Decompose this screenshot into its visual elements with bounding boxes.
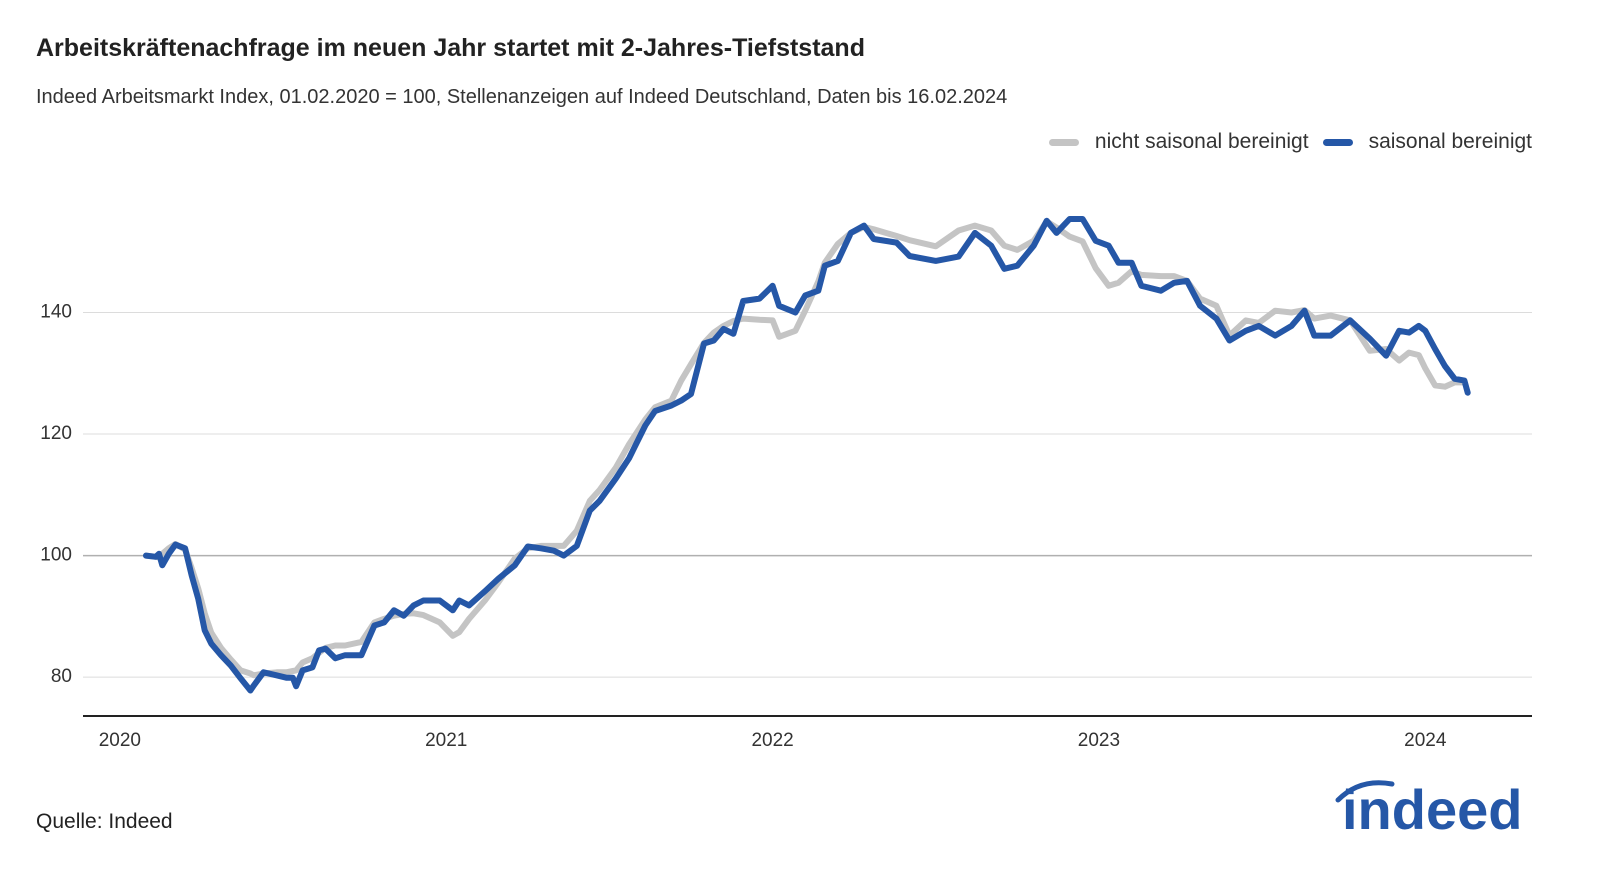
x-tick-label: 2024 [1404, 730, 1447, 751]
source-note: Quelle: Indeed [36, 810, 173, 833]
x-tick-label: 2020 [99, 730, 141, 751]
x-tick-label: 2023 [1078, 730, 1120, 751]
legend: nicht saisonal bereinigt saisonal bereini… [1048, 130, 1532, 154]
y-tick-label: 140 [40, 302, 72, 323]
series-line [143, 216, 1471, 694]
logo-swoosh [1335, 780, 1395, 803]
chart-title: Arbeitskräftenachfrage im neuen Jahr sta… [36, 34, 865, 62]
legend-label: saisonal bereinigt [1368, 130, 1532, 153]
legend-label: nicht saisonal bereinigt [1094, 130, 1309, 153]
x-tick-label: 2022 [751, 730, 793, 751]
legend-item: saisonal bereinigt [1322, 130, 1532, 154]
series-line [143, 218, 1468, 679]
chart-subtitle: Indeed Arbeitsmarkt Index, 01.02.2020 = … [36, 86, 1008, 108]
x-tick-label: 2021 [425, 730, 467, 751]
logo-text: indeed [1342, 778, 1522, 841]
logo: indeed [1335, 778, 1522, 841]
legend-item: nicht saisonal bereinigt [1048, 130, 1309, 154]
y-tick-label: 100 [40, 545, 72, 566]
legend-swatch [1322, 138, 1353, 146]
legend-swatch [1048, 138, 1079, 146]
y-tick-label: 80 [51, 666, 72, 687]
y-tick-label: 120 [40, 423, 72, 444]
